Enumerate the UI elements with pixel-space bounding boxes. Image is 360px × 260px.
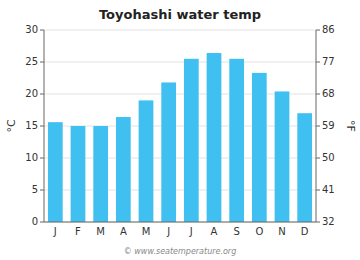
grid-line [44, 222, 316, 223]
axes: 0 5 10 15 20 25 30 32 41 50 59 68 77 86 J F M A M J J A S O N D [25, 24, 334, 237]
x-tick-label: M [142, 226, 151, 237]
y2-tick [316, 190, 320, 191]
y2-tick-label: 59 [322, 120, 335, 131]
title: Toyohashi water temp [99, 7, 261, 22]
bar [297, 113, 312, 222]
y2-tick [316, 222, 320, 223]
bar [71, 126, 86, 222]
y2-tick-label: 41 [322, 184, 335, 195]
bar [252, 73, 267, 222]
y2-tick-label: 68 [322, 88, 335, 99]
y2-tick-label: 77 [322, 56, 335, 67]
bar [116, 117, 131, 222]
y-tick-label: 25 [25, 56, 38, 67]
bar [93, 126, 108, 222]
y-tick [40, 158, 44, 159]
bar [48, 122, 63, 222]
x-tick-label: S [233, 226, 239, 237]
bars [48, 53, 312, 222]
y2-tick [316, 158, 320, 159]
chart-container: 0 5 10 15 20 25 30 32 41 50 59 68 77 86 J F M A M J J A S O N D °C… [0, 0, 360, 260]
chart-svg: 0 5 10 15 20 25 30 32 41 50 59 68 77 86 J F M A M J J A S O N D °C… [0, 0, 360, 260]
bar [139, 100, 154, 222]
x-tick-label: F [75, 226, 81, 237]
x-tick-label: M [96, 226, 105, 237]
y-tick-label: 0 [32, 216, 38, 227]
y-tick [40, 222, 44, 223]
y-tick [40, 30, 44, 31]
x-tick-label: A [211, 226, 218, 237]
grid-line [44, 62, 316, 63]
y-tick-label: 10 [25, 152, 38, 163]
y2-tick-label: 50 [322, 152, 335, 163]
x-tick-label: O [255, 226, 263, 237]
bar [207, 53, 222, 222]
x-tick-label: N [278, 226, 285, 237]
y-tick [40, 126, 44, 127]
y2-tick [316, 30, 320, 31]
y2-tick [316, 62, 320, 63]
annotation: © www.seatemperature.org [124, 247, 236, 256]
y-tick [40, 62, 44, 63]
x-axis-line [44, 222, 316, 223]
y-tick [40, 94, 44, 95]
y-tick-label: 20 [25, 88, 38, 99]
y-tick-label: 30 [25, 24, 38, 35]
y2-tick [316, 126, 320, 127]
bar [229, 59, 244, 222]
x-tick-label: J [189, 226, 193, 237]
y-tick [40, 190, 44, 191]
grid-line [44, 30, 316, 31]
y-tick-label: 5 [32, 184, 38, 195]
bar [161, 82, 176, 222]
y2-axis-label: °F [344, 120, 357, 132]
y-axis-label: °C [5, 119, 18, 133]
y-tick-label: 15 [25, 120, 38, 131]
y2-tick-label: 86 [322, 24, 335, 35]
x-tick-label: J [53, 226, 57, 237]
x-tick-label: A [120, 226, 127, 237]
bar [184, 59, 199, 222]
y2-tick-label: 32 [322, 216, 335, 227]
bar [275, 91, 290, 222]
y2-tick [316, 94, 320, 95]
x-tick-label: D [301, 226, 309, 237]
grid [44, 30, 316, 222]
x-tick-label: J [166, 226, 170, 237]
